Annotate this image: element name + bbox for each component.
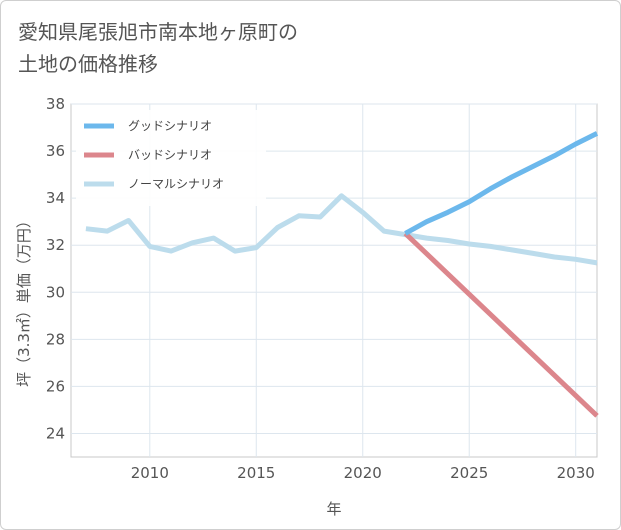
x-axis-ticks: 2010 2015 2020 2025 2030 — [131, 464, 595, 482]
y-tick-label: 38 — [46, 95, 65, 113]
y-tick-label: 26 — [46, 377, 65, 395]
x-tick-label: 2020 — [344, 464, 382, 482]
series-line-3 — [85, 193, 598, 266]
x-tick-label: 2025 — [450, 464, 488, 482]
series-line-1 — [404, 131, 599, 236]
series-lines — [85, 131, 599, 418]
x-tick-label: 2015 — [237, 464, 275, 482]
x-axis-title: 年 — [326, 500, 341, 518]
legend-label: グッドシナリオ — [128, 119, 212, 133]
legend-label: ノーマルシナリオ — [128, 177, 224, 191]
y-tick-label: 36 — [46, 142, 65, 160]
chart-title: 愛知県尾張旭市南本地ヶ原町の 土地の価格推移 — [18, 20, 298, 76]
y-axis-title: 坪（3.3㎡）単価（万円） — [15, 213, 33, 387]
y-tick-label: 24 — [46, 424, 65, 442]
y-tick-label: 30 — [46, 283, 65, 301]
series-line-2 — [403, 231, 599, 418]
y-tick-label: 28 — [46, 330, 65, 348]
y-tick-label: 32 — [46, 236, 65, 254]
legend-label: バッドシナリオ — [128, 148, 212, 162]
y-tick-label: 34 — [46, 189, 65, 207]
x-tick-label: 2010 — [131, 464, 169, 482]
x-tick-label: 2030 — [557, 464, 595, 482]
y-axis-ticks: 24 26 28 30 32 34 36 38 — [46, 95, 65, 442]
